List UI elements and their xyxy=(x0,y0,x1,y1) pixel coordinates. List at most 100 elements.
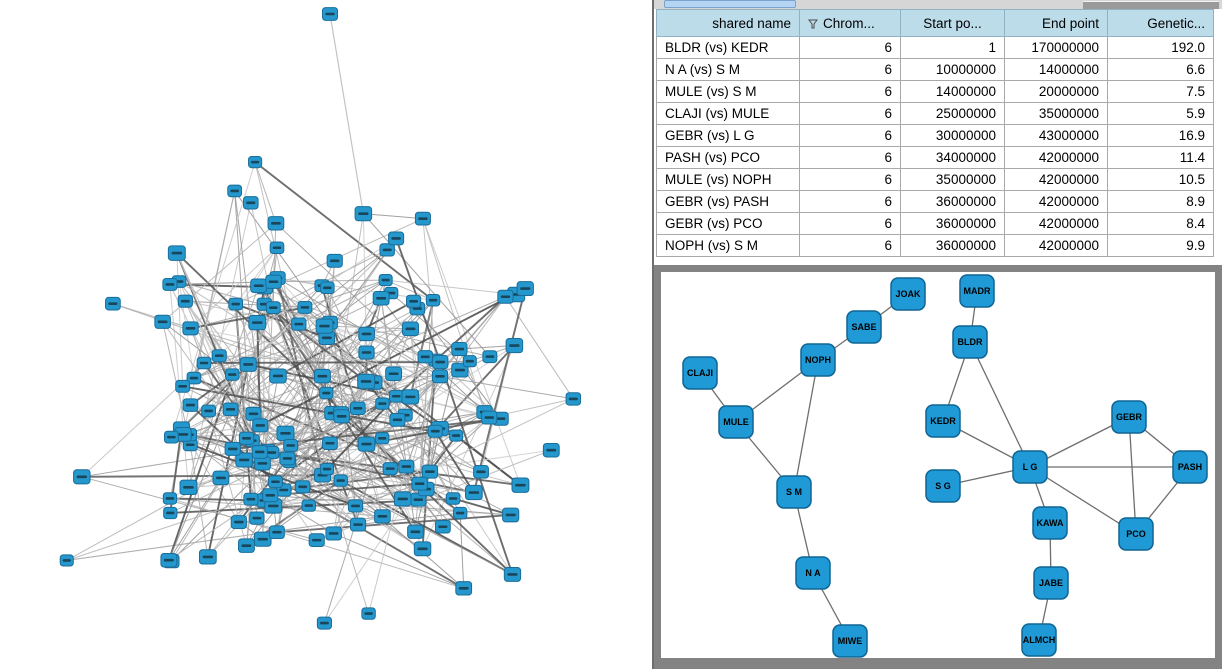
network-node[interactable] xyxy=(318,330,336,346)
network-node[interactable] xyxy=(283,439,299,452)
table-row[interactable]: PASH (vs) PCO 6 34000000 42000000 11.4 xyxy=(656,146,1214,169)
table-cell[interactable]: 1 xyxy=(900,36,1005,59)
table-cell[interactable]: 11.4 xyxy=(1107,146,1214,169)
table-cell[interactable]: 6 xyxy=(799,212,901,235)
network-node[interactable] xyxy=(465,484,483,501)
network-node[interactable] xyxy=(186,371,202,385)
table-row[interactable]: BLDR (vs) KEDR 6 1 170000000 192.0 xyxy=(656,36,1214,59)
network-node[interactable] xyxy=(182,398,199,412)
network-node[interactable] xyxy=(434,519,451,534)
network-node-miwe[interactable]: MIWE xyxy=(832,624,868,658)
network-node[interactable] xyxy=(105,296,121,311)
table-cell[interactable]: PASH (vs) PCO xyxy=(656,146,800,169)
table-cell[interactable]: 170000000 xyxy=(1004,36,1108,59)
table-cell[interactable]: 10000000 xyxy=(900,58,1005,81)
network-node[interactable] xyxy=(505,338,524,354)
network-node[interactable] xyxy=(414,211,431,226)
network-node-madr[interactable]: MADR xyxy=(959,274,995,308)
network-node[interactable] xyxy=(162,492,178,505)
network-node[interactable] xyxy=(462,355,477,368)
table-cell[interactable]: MULE (vs) NOPH xyxy=(656,168,800,191)
network-node[interactable] xyxy=(235,452,253,468)
network-node[interactable] xyxy=(473,465,489,479)
table-cell[interactable]: 6 xyxy=(799,80,901,103)
network-node-pco[interactable]: PCO xyxy=(1118,517,1154,551)
network-node[interactable] xyxy=(385,366,403,381)
table-cell[interactable]: 42000000 xyxy=(1004,168,1108,191)
network-node[interactable] xyxy=(516,281,534,297)
network-node[interactable] xyxy=(333,409,350,424)
network-node[interactable] xyxy=(264,446,280,460)
network-node[interactable] xyxy=(511,477,530,493)
network-node[interactable] xyxy=(238,538,255,553)
table-cell[interactable]: 9.9 xyxy=(1107,234,1214,257)
network-node[interactable] xyxy=(451,362,469,378)
table-cell[interactable]: 14000000 xyxy=(900,80,1005,103)
network-node[interactable] xyxy=(254,456,271,471)
table-cell[interactable]: 36000000 xyxy=(900,190,1005,213)
table-cell[interactable]: 42000000 xyxy=(1004,212,1108,235)
scrollbar-thumb[interactable] xyxy=(664,0,796,8)
network-node[interactable] xyxy=(497,289,514,304)
network-node[interactable] xyxy=(451,342,468,357)
network-node[interactable] xyxy=(357,373,376,390)
network-node[interactable] xyxy=(182,321,199,336)
table-cell[interactable]: MULE (vs) S M xyxy=(656,80,800,103)
network-node[interactable] xyxy=(174,427,192,442)
table-cell[interactable]: 7.5 xyxy=(1107,80,1214,103)
table-cell[interactable]: NOPH (vs) S M xyxy=(656,234,800,257)
network-node[interactable] xyxy=(162,277,178,291)
table-cell[interactable]: 30000000 xyxy=(900,124,1005,147)
network-node-noph[interactable]: NOPH xyxy=(800,343,836,377)
network-node[interactable] xyxy=(222,402,239,417)
network-node[interactable] xyxy=(228,297,244,311)
network-node[interactable] xyxy=(349,401,366,416)
network-node[interactable] xyxy=(326,253,343,268)
table-cell[interactable]: GEBR (vs) L G xyxy=(656,124,800,147)
network-node[interactable] xyxy=(389,412,406,427)
network-node[interactable] xyxy=(154,314,171,329)
network-node[interactable] xyxy=(313,368,331,384)
table-cell[interactable]: BLDR (vs) KEDR xyxy=(656,36,800,59)
network-node[interactable] xyxy=(249,511,265,525)
network-node[interactable] xyxy=(502,507,520,523)
network-node-mule[interactable]: MULE xyxy=(718,405,754,439)
network-node[interactable] xyxy=(455,581,473,596)
table-cell[interactable]: 43000000 xyxy=(1004,124,1108,147)
network-node[interactable] xyxy=(398,459,415,474)
network-node[interactable] xyxy=(361,607,376,620)
column-header-shared-name[interactable]: shared name xyxy=(656,9,800,37)
table-cell[interactable]: 6 xyxy=(799,146,901,169)
network-node[interactable] xyxy=(374,509,391,524)
network-node-claji[interactable]: CLAJI xyxy=(682,356,718,390)
table-row[interactable]: CLAJI (vs) MULE 6 25000000 35000000 5.9 xyxy=(656,102,1214,125)
network-node[interactable] xyxy=(265,301,281,315)
network-node[interactable] xyxy=(308,533,325,548)
network-node[interactable] xyxy=(198,549,217,565)
network-node[interactable] xyxy=(252,418,269,433)
network-node[interactable] xyxy=(347,499,364,513)
network-node[interactable] xyxy=(503,567,522,582)
network-node[interactable] xyxy=(315,318,334,334)
table-cell[interactable]: 35000000 xyxy=(900,168,1005,191)
table-cell[interactable]: 6 xyxy=(799,102,901,125)
network-node[interactable] xyxy=(269,241,285,255)
network-node[interactable] xyxy=(297,300,313,314)
network-node[interactable] xyxy=(482,350,498,364)
network-node[interactable] xyxy=(358,345,375,360)
network-node[interactable] xyxy=(445,492,461,505)
table-row[interactable]: GEBR (vs) PASH 6 36000000 42000000 8.9 xyxy=(656,190,1214,213)
table-cell[interactable]: 42000000 xyxy=(1004,190,1108,213)
network-node[interactable] xyxy=(388,389,404,403)
network-node[interactable] xyxy=(379,243,395,257)
network-node[interactable] xyxy=(239,357,257,372)
network-node[interactable] xyxy=(179,479,198,495)
network-node[interactable] xyxy=(382,462,398,476)
network-node-joak[interactable]: JOAK xyxy=(890,277,926,311)
table-cell[interactable]: 6 xyxy=(799,58,901,81)
table-cell[interactable]: 34000000 xyxy=(900,146,1005,169)
table-cell[interactable]: GEBR (vs) PASH xyxy=(656,190,800,213)
network-node[interactable] xyxy=(481,410,498,425)
network-node[interactable] xyxy=(354,206,373,222)
network-node[interactable] xyxy=(372,291,390,306)
